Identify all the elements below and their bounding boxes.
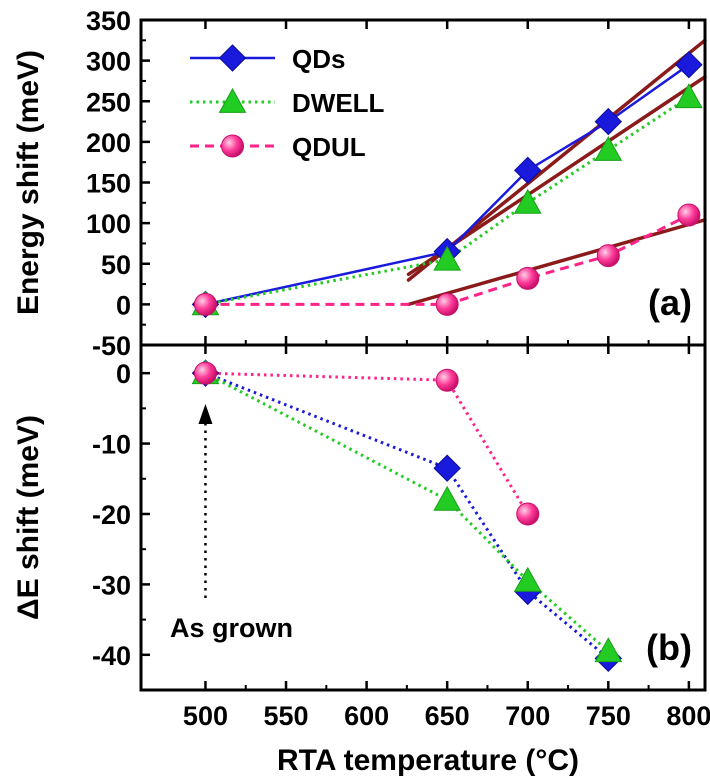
data-point-qdul-a [677,203,701,227]
annotation-arrowhead [198,404,213,424]
x-axis-label: RTA temperature (°C) [277,744,579,777]
x-tick-label: 500 [183,701,228,731]
data-point-dwell-b [594,637,623,663]
panel-label-a: (a) [648,282,692,323]
x-tick-label: 800 [666,701,710,731]
fit-line [406,218,707,307]
data-point-dwell-a [594,135,623,161]
y-tick-label-b: -40 [92,641,131,671]
panel-label-b: (b) [646,627,692,668]
y-tick-label-b: -30 [92,570,131,600]
x-tick-label: 750 [586,701,631,731]
y-tick-label-a: 150 [86,169,131,199]
y-tick-label-b: 0 [116,359,131,389]
y-tick-label-a: 250 [86,87,131,117]
series-line-qdul-a [205,213,690,306]
data-point-dwell-a [513,188,542,214]
y-tick-label-a: 0 [116,290,131,320]
y-tick-label-b: -10 [92,430,131,460]
legend-label-qds: QDs [292,44,345,74]
data-point-qdul-a [516,266,540,290]
annotation-text: As grown [170,613,293,643]
y-tick-label-a: 100 [86,209,131,239]
series-line-dwell-a [205,95,690,306]
y-tick-label-a: 300 [86,47,131,77]
data-point-dwell-b [433,485,462,511]
legend-label-dwell: DWELL [292,88,385,118]
plot-frame-b [139,343,707,692]
x-tick-label: 650 [425,701,470,731]
y-tick-label-b: -20 [92,500,131,530]
legend-marker-dwell [218,87,247,113]
x-tick-label: 700 [505,701,550,731]
series-line-qdul-b [205,371,530,515]
data-point-qdul-a [596,244,620,268]
series-line-qds-b [204,371,610,660]
data-point-dwell-a [675,83,703,109]
data-point-dwell-b [513,566,542,592]
data-point-dwell-a [433,245,462,271]
data-point-qds-b [433,454,461,482]
y-tick-label-a: -50 [92,331,131,361]
legend-marker-qds [218,44,247,72]
legend-marker-qdul [221,134,244,158]
y-tick-label-a: 50 [101,250,131,280]
y-axis-label-b: ΔE shift (meV) [12,415,45,620]
plot-frame-a [139,18,707,347]
y-axis-label-a: Energy shift (meV) [12,50,45,315]
y-tick-label-a: 350 [86,6,131,36]
x-tick-label: 600 [344,701,389,731]
data-point-qdul-b [193,361,217,385]
y-tick-label-a: 200 [86,128,131,158]
legend-label-qdul: QDUL [292,132,366,162]
data-point-qds-a [514,156,542,185]
x-tick-label: 550 [263,701,308,731]
data-point-qdul-a [193,292,217,316]
data-point-qdul-b [435,368,459,392]
data-point-qds-a [675,50,703,79]
data-point-qds-a [594,107,623,136]
series-line-dwell-b [204,371,610,653]
data-point-qdul-b [516,502,540,526]
data-point-qdul-a [435,292,459,316]
